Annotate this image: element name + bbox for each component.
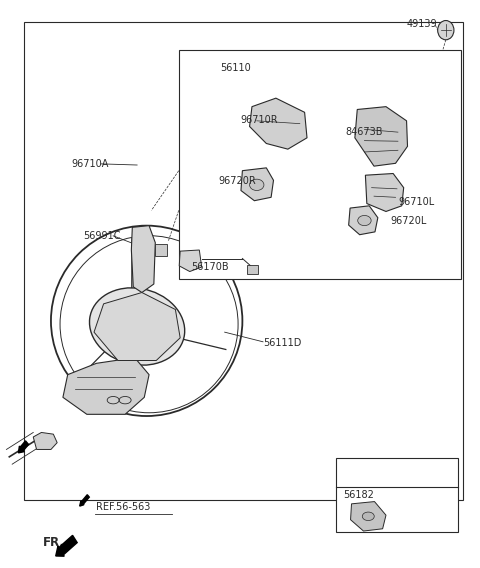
Text: 56170B: 56170B [191,262,229,272]
Polygon shape [132,225,156,293]
Text: 96720R: 96720R [218,176,256,186]
Polygon shape [63,358,149,414]
Bar [179,50,461,279]
Text: 56182: 56182 [343,490,374,500]
Ellipse shape [250,179,264,190]
Polygon shape [250,98,307,149]
Polygon shape [348,206,378,235]
Text: 49139: 49139 [407,19,437,30]
Text: 84673B: 84673B [345,127,383,137]
Bar [24,22,463,500]
Polygon shape [355,107,408,166]
Polygon shape [33,432,57,449]
Polygon shape [241,168,274,201]
FancyArrow shape [56,536,77,556]
FancyArrow shape [80,495,89,506]
Ellipse shape [358,215,371,225]
Bar [156,244,167,256]
Ellipse shape [89,288,185,365]
Polygon shape [350,502,386,531]
Text: 96720L: 96720L [391,215,427,225]
Text: 56110: 56110 [220,62,251,73]
Text: REF.56-563: REF.56-563 [96,502,151,512]
Polygon shape [179,250,202,272]
Text: 96710A: 96710A [72,159,109,169]
Bar [247,265,258,274]
Polygon shape [94,293,180,361]
Ellipse shape [362,512,374,520]
Text: 96710R: 96710R [240,115,277,125]
Text: 96710L: 96710L [398,197,434,207]
Text: 56991C: 56991C [84,231,121,241]
Text: FR.: FR. [43,536,65,549]
FancyArrow shape [18,441,28,453]
Circle shape [438,20,454,40]
Text: 56111D: 56111D [263,339,301,349]
Polygon shape [365,173,404,211]
Bar [336,458,458,532]
